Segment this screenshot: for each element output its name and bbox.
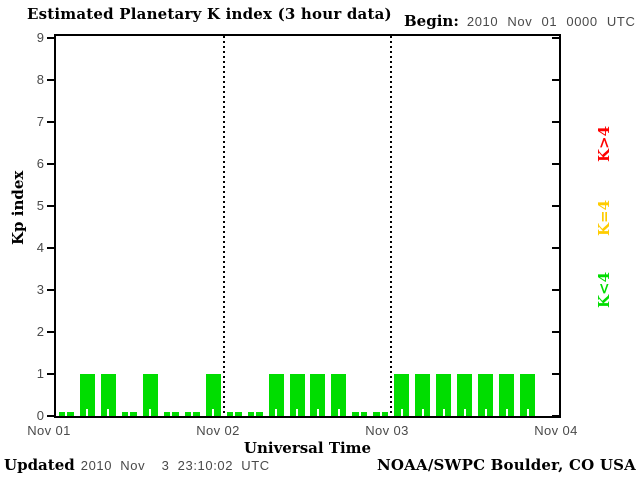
updated-timestamp: Updated 2010 Nov 3 23:10:02 UTC <box>4 456 270 474</box>
axis-minor-tick <box>191 409 194 416</box>
plot-area <box>54 34 561 418</box>
kp-bar <box>499 374 515 416</box>
axis-minor-tick <box>107 409 110 416</box>
axis-minor-tick <box>442 409 445 416</box>
axis-minor-tick <box>254 409 257 416</box>
axis-minor-tick <box>65 409 68 416</box>
axis-minor-tick <box>400 409 403 416</box>
y-axis-tick-right <box>552 415 560 417</box>
day-boundary-gridline <box>390 36 393 416</box>
y-axis-tick-left <box>47 415 54 417</box>
axis-minor-tick <box>526 409 529 416</box>
legend-K4: K=4 <box>595 199 613 237</box>
day-boundary-gridline <box>222 36 225 416</box>
x-tick-label: Nov 04 <box>534 423 578 438</box>
axis-minor-tick <box>421 409 424 416</box>
kp-bar <box>394 374 410 416</box>
y-axis-tick-left <box>47 163 54 165</box>
y-axis-tick-left <box>47 121 54 123</box>
axis-minor-tick <box>463 409 466 416</box>
axis-minor-tick <box>233 409 236 416</box>
axis-minor-tick <box>275 409 278 416</box>
y-tick-label: 0 <box>36 408 44 423</box>
y-axis-tick-left <box>47 205 54 207</box>
y-tick-label: 9 <box>36 30 44 45</box>
kp-bar <box>142 374 158 416</box>
y-tick-label: 4 <box>36 240 44 255</box>
y-tick-label: 7 <box>36 114 44 129</box>
axis-minor-tick <box>296 409 299 416</box>
kp-bar <box>478 374 494 416</box>
axis-minor-tick <box>358 409 361 416</box>
kp-bar <box>268 374 284 416</box>
y-tick-label: 8 <box>36 72 44 87</box>
x-axis-title: Universal Time <box>243 439 372 457</box>
kp-bar <box>310 374 326 416</box>
axis-minor-tick <box>212 409 215 416</box>
axis-minor-tick <box>337 409 340 416</box>
begin-label: Begin: <box>404 12 459 30</box>
axis-minor-tick <box>379 409 382 416</box>
kp-bar <box>415 374 431 416</box>
axis-minor-tick <box>170 409 173 416</box>
x-tick-label: Nov 03 <box>365 423 409 438</box>
y-axis-tick-right <box>552 331 560 333</box>
y-tick-label: 6 <box>36 156 44 171</box>
x-tick-label: Nov 02 <box>196 423 240 438</box>
y-axis-tick-right <box>552 289 560 291</box>
kp-bar <box>331 374 347 416</box>
y-tick-label: 5 <box>36 198 44 213</box>
kp-bar <box>289 374 305 416</box>
y-tick-label: 1 <box>36 366 44 381</box>
begin-value: 2010 Nov 01 0000 UTC <box>466 14 636 29</box>
y-axis-tick-left <box>47 37 54 39</box>
y-axis-tick-right <box>552 79 560 81</box>
legend-K4: K<4 <box>595 271 613 309</box>
y-axis-tick-right <box>552 163 560 165</box>
y-tick-label: 2 <box>36 324 44 339</box>
kp-bar <box>520 374 536 416</box>
updated-label: Updated <box>4 456 75 474</box>
axis-minor-tick <box>149 409 152 416</box>
kp-bar <box>205 374 221 416</box>
y-axis-tick-right <box>552 37 560 39</box>
y-axis-tick-left <box>47 289 54 291</box>
y-axis-tick-left <box>47 331 54 333</box>
y-tick-label: 3 <box>36 282 44 297</box>
updated-value: 2010 Nov 3 23:10:02 UTC <box>80 458 270 473</box>
kp-bar <box>436 374 452 416</box>
y-axis-tick-right <box>552 121 560 123</box>
legend-K4: K>4 <box>595 125 613 163</box>
y-axis-tick-right <box>552 205 560 207</box>
kp-bar <box>79 374 95 416</box>
axis-minor-tick <box>316 409 319 416</box>
y-axis-tick-right <box>552 247 560 249</box>
kp-bar <box>457 374 473 416</box>
y-axis-tick-left <box>47 373 54 375</box>
credit-text: NOAA/SWPC Boulder, CO USA <box>376 456 636 474</box>
y-axis-tick-left <box>47 247 54 249</box>
axis-minor-tick <box>505 409 508 416</box>
kp-bar <box>100 374 116 416</box>
axis-minor-tick <box>86 409 89 416</box>
x-tick-label: Nov 01 <box>27 423 71 438</box>
y-axis-tick-left <box>47 79 54 81</box>
axis-minor-tick <box>128 409 131 416</box>
y-axis-tick-right <box>552 373 560 375</box>
chart-title: Estimated Planetary K index (3 hour data… <box>27 5 392 23</box>
begin-info: Begin: 2010 Nov 01 0000 UTC <box>404 12 635 31</box>
axis-minor-tick <box>484 409 487 416</box>
